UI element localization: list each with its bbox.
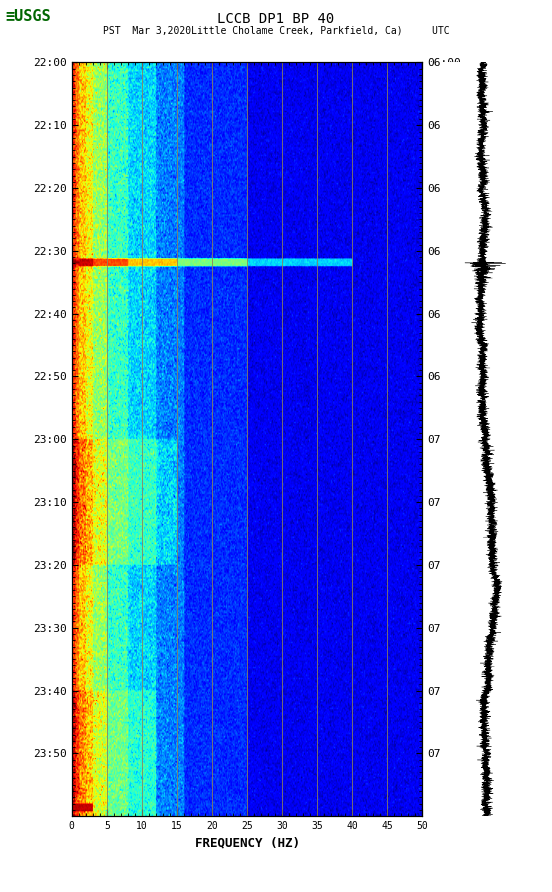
X-axis label: FREQUENCY (HZ): FREQUENCY (HZ) bbox=[194, 837, 300, 849]
Text: LCCB DP1 BP 40: LCCB DP1 BP 40 bbox=[217, 12, 335, 26]
Text: ≡USGS: ≡USGS bbox=[6, 9, 51, 24]
Text: PST  Mar 3,2020Little Cholame Creek, Parkfield, Ca)     UTC: PST Mar 3,2020Little Cholame Creek, Park… bbox=[103, 26, 449, 36]
